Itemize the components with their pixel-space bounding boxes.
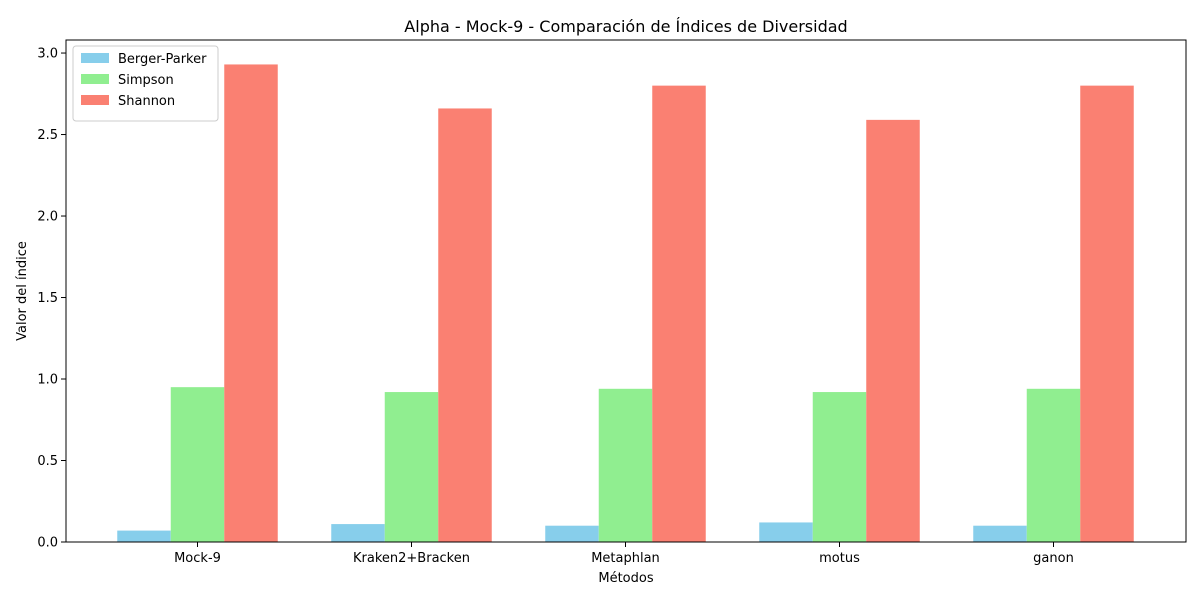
y-tick-label: 0.0 (37, 536, 58, 551)
y-tick-label: 3.0 (37, 47, 58, 62)
bar-berger-parker-4 (973, 525, 1027, 542)
bars-layer (117, 64, 1134, 543)
y-tick-label: 2.5 (37, 128, 58, 143)
bar-shannon-4 (1080, 85, 1134, 543)
x-axis: Mock-9 Kraken2+Bracken Metaphlan motus ganon (174, 542, 1074, 566)
bar-berger-parker-2 (545, 525, 599, 542)
chart-title: Alpha - Mock-9 - Comparación de Índices … (404, 17, 847, 36)
x-tick-label: Metaphlan (591, 551, 660, 566)
bar-berger-parker-3 (759, 522, 813, 542)
x-tick-label: motus (819, 551, 860, 566)
y-tick-label: 2.0 (37, 210, 58, 225)
bar-shannon-1 (438, 108, 492, 543)
bar-berger-parker-0 (117, 530, 171, 542)
x-tick-label: Mock-9 (174, 551, 221, 566)
legend: Berger-Parker Simpson Shannon (72, 45, 219, 122)
y-tick-label: 0.5 (37, 454, 58, 469)
x-tick-label: ganon (1033, 551, 1074, 566)
bar-simpson-0 (170, 387, 225, 542)
x-tick-label: Kraken2+Bracken (353, 551, 470, 566)
y-tick-label: 1.5 (37, 291, 58, 306)
y-axis: 0.0 0.5 1.0 1.5 2.0 2.5 3.0 (37, 47, 66, 551)
bar-simpson-3 (812, 392, 867, 542)
legend-box (72, 45, 219, 122)
bar-shannon-0 (224, 64, 278, 542)
bar-simpson-2 (598, 388, 653, 542)
bar-shannon-2 (652, 85, 706, 543)
bar-shannon-3 (866, 119, 920, 542)
legend-swatch (81, 95, 109, 105)
bar-berger-parker-1 (331, 524, 385, 542)
legend-label: Simpson (118, 73, 174, 88)
bar-simpson-1 (384, 392, 439, 542)
x-axis-label: Métodos (598, 571, 653, 586)
bar-simpson-4 (1026, 388, 1081, 542)
plot-frame (65, 39, 1187, 543)
legend-label: Berger-Parker (118, 52, 207, 67)
y-tick-label: 1.0 (37, 373, 58, 388)
legend-swatch (81, 74, 109, 84)
legend-label: Shannon (118, 94, 175, 109)
y-axis-label: Valor del índice (15, 241, 30, 341)
legend-swatch (81, 53, 109, 63)
